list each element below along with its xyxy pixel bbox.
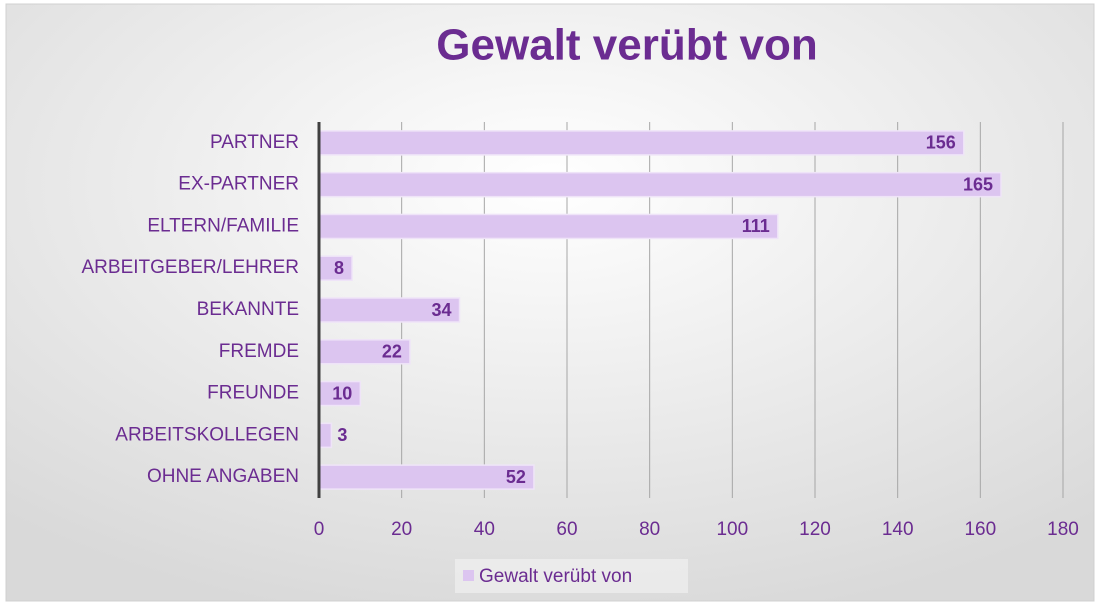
legend-box [455,559,688,593]
y-tick-label: OHNE ANGABEN [147,466,299,487]
data-label: 22 [382,342,402,362]
bar [318,255,353,281]
bar [318,339,411,365]
y-tick-label: PARTNER [210,132,299,153]
data-label: 52 [506,467,526,487]
data-label: 8 [334,258,344,278]
legend-label: Gewalt verübt von [479,566,632,587]
y-tick-label: FREMDE [219,341,299,362]
x-tick-label: 0 [314,519,325,540]
bar [318,171,1002,198]
x-tick-label: 180 [1047,519,1079,540]
y-tick-label: ELTERN/FAMILIE [147,215,299,236]
y-tick-label: ARBEITGEBER/LEHRER [82,257,300,278]
x-tick-label: 160 [964,519,996,540]
legend-swatch [463,570,474,581]
y-tick-label: FREUNDE [207,383,299,404]
x-tick-label: 60 [556,519,577,540]
data-label: 3 [337,425,347,445]
data-label: 111 [742,216,770,236]
x-tick-label: 120 [799,519,831,540]
bar [318,464,535,490]
x-tick-label: 40 [474,519,495,540]
y-tick-label: EX-PARTNER [178,174,299,195]
data-label: 156 [926,133,956,153]
bar [318,130,965,156]
x-tick-label: 140 [882,519,914,540]
data-label: 165 [963,174,993,194]
x-tick-label: 100 [716,519,748,540]
x-tick-label: 80 [639,519,660,540]
bar [318,213,779,240]
data-label: 10 [332,383,352,403]
bar [318,422,333,449]
data-label: 34 [432,300,452,320]
x-tick-label: 20 [391,519,412,540]
y-tick-label: BEKANNTE [197,299,299,320]
chart-background [5,3,1095,602]
y-tick-label: ARBEITSKOLLEGEN [115,424,299,445]
chart-title: Gewalt verübt von [436,21,817,70]
